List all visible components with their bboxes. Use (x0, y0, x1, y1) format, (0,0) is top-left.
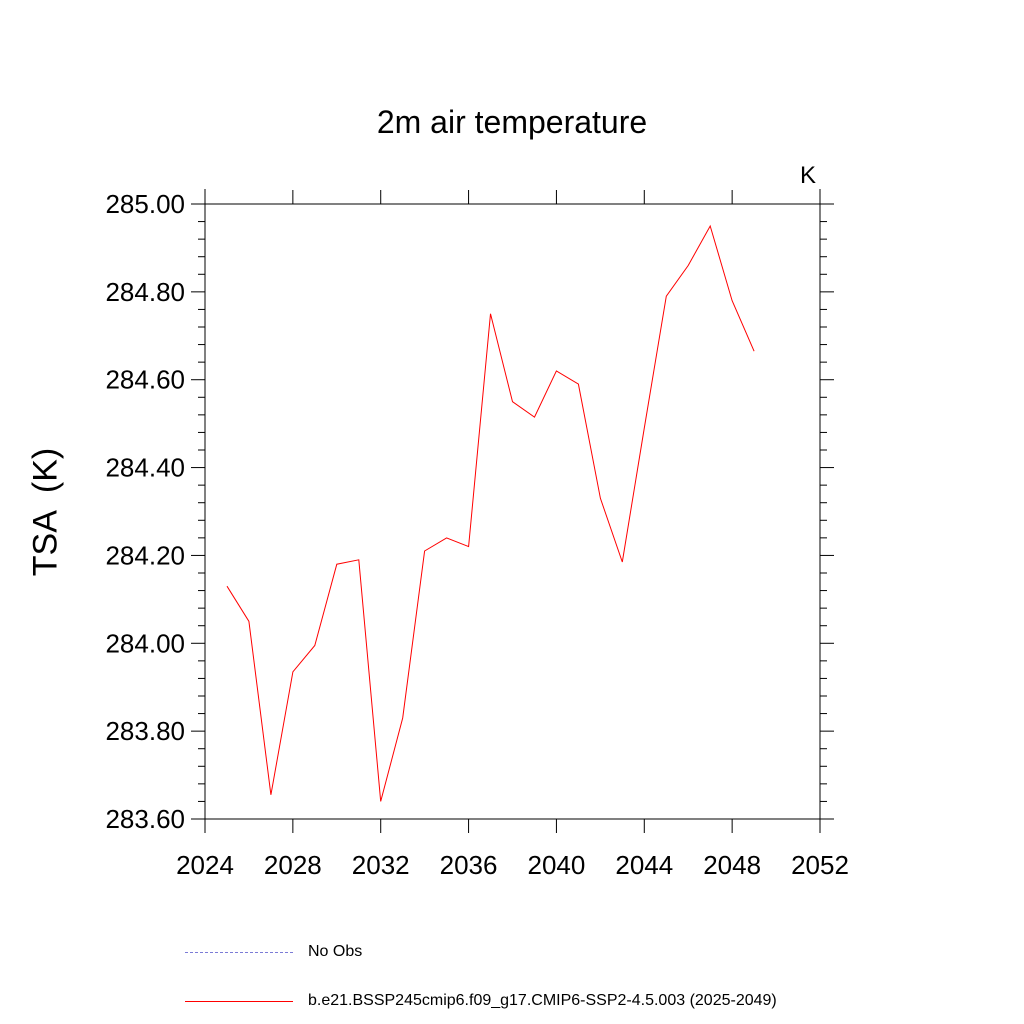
x-tick-label: 2048 (703, 850, 761, 880)
y-axis-label: TSA (K) (26, 447, 65, 577)
legend-item-no-obs: No Obs (185, 940, 362, 964)
units-label: K (800, 162, 817, 189)
legend-solid-line (185, 1000, 293, 1002)
y-tick-label: 285.00 (105, 189, 185, 219)
x-tick-label: 2024 (176, 850, 234, 880)
y-tick-label: 283.80 (105, 716, 185, 746)
y-tick-label: 284.40 (105, 453, 185, 483)
x-tick-label: 2040 (528, 850, 586, 880)
legend-dashed-line (185, 951, 293, 953)
x-tick-label: 2032 (352, 850, 410, 880)
chart-title: 2m air temperature (376, 104, 648, 140)
legend-label: b.e21.BSSP245cmip6.f09_g17.CMIP6-SSP2-4.… (308, 992, 777, 1009)
legend-label: No Obs (308, 943, 363, 960)
x-tick-label: 2036 (440, 850, 498, 880)
x-tick-label: 2044 (615, 850, 673, 880)
x-tick-label: 2028 (264, 850, 322, 880)
y-tick-label: 284.80 (105, 277, 185, 307)
legend-item-series: b.e21.BSSP245cmip6.f09_g17.CMIP6-SSP2-4.… (185, 989, 777, 1013)
y-tick-label: 283.60 (105, 804, 185, 834)
x-tick-label: 2052 (791, 850, 849, 880)
series-line (226, 224, 755, 802)
y-tick-label: 284.00 (105, 628, 185, 658)
plot-area: 2024 2028 2032 2036 2040 2044 2048 2052 283.60 28… (105, 189, 849, 880)
y-tick-label: 284.60 (105, 365, 185, 395)
y-tick-label: 284.20 (105, 540, 185, 570)
